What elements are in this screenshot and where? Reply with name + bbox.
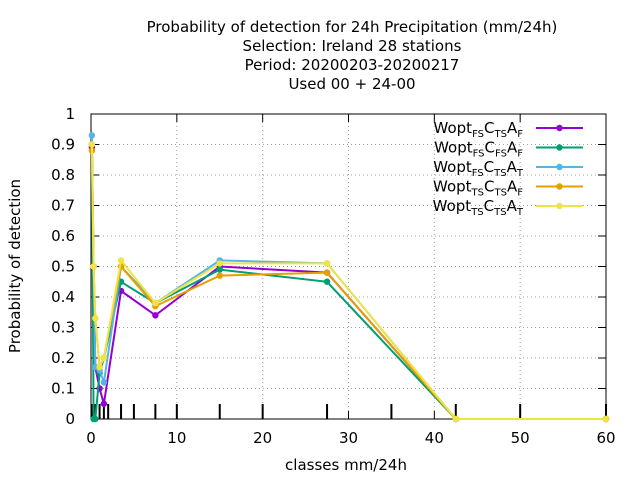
y-tick-label: 0.4 (51, 288, 75, 306)
legend-label: WoptTSCTSAF (433, 178, 523, 199)
data-point (216, 266, 223, 273)
data-point (92, 315, 99, 322)
data-point (602, 415, 610, 423)
data-point (152, 299, 159, 307)
x-tick-label: 20 (253, 429, 272, 447)
x-tick-label: 40 (425, 429, 444, 447)
y-tick-label: 0.7 (51, 197, 75, 215)
chart-title-line-4: Used 00 + 24-00 (288, 75, 415, 93)
legend: WoptFSCTSAFWoptFSCFSAFWoptFSCTSATWoptTSC… (433, 119, 583, 218)
tick-labels: 00.10.20.30.40.50.60.70.80.910 10 20 30 40 50… (51, 105, 615, 447)
x-axis-label: classes mm/24h (285, 456, 407, 474)
series-line (90, 135, 606, 420)
grid (91, 114, 606, 419)
data-point (216, 260, 223, 267)
legend-swatch-point (556, 144, 563, 151)
y-tick-label: 0.1 (51, 380, 75, 398)
y-tick-label: 0 (65, 410, 75, 428)
legend-label: WoptFSCTSAF (434, 119, 524, 140)
legend-swatch-point (556, 124, 563, 132)
x-tick-label: 10 (167, 429, 186, 447)
data-point (323, 260, 331, 267)
chart-title: Probability of detection for 24h Precipi… (147, 18, 558, 93)
data-point (88, 132, 96, 139)
y-tick-label: 1 (65, 105, 75, 123)
x-tick-label: 0 (86, 429, 96, 447)
series-5 (88, 141, 610, 423)
x-tick-label: 30 (339, 429, 358, 447)
legend-label: WoptFSCTSAT (433, 158, 524, 179)
chart-title-line-2: Selection: Ireland 28 stations (243, 37, 462, 55)
y-tick-label: 0.5 (51, 258, 75, 276)
data-point (452, 415, 459, 423)
x-tick-label: 50 (511, 429, 530, 447)
data-point (117, 257, 125, 264)
y-tick-label: 0.2 (51, 349, 75, 367)
chart-title-line-3: Period: 20200203-20200217 (245, 56, 460, 74)
data-point (100, 400, 108, 407)
legend-swatch-point (556, 163, 563, 171)
data-point (96, 363, 103, 371)
data-point (152, 312, 159, 319)
x-tick-label: 60 (596, 429, 615, 447)
legend-swatch-point (556, 202, 563, 210)
data-point (100, 379, 108, 386)
y-tick-label: 0.6 (51, 227, 75, 245)
y-tick-label: 0.3 (51, 319, 75, 337)
series-2 (88, 141, 610, 423)
y-tick-label: 0.8 (51, 166, 75, 184)
series-line (90, 144, 606, 420)
data-point (88, 141, 96, 148)
series-line (90, 144, 606, 420)
y-tick-label: 0.9 (51, 136, 75, 154)
data-point (92, 415, 99, 423)
y-axis-label: Probability of detection (6, 179, 24, 353)
data-point (323, 278, 331, 285)
data-point (323, 269, 331, 276)
legend-label: WoptFSCFSAF (434, 139, 523, 160)
legend-swatch-point (556, 183, 563, 190)
series-4 (88, 147, 610, 423)
data-point (100, 354, 108, 362)
legend-label: WoptTSCTSAT (433, 197, 524, 218)
data-point (90, 263, 97, 270)
series-group (88, 132, 610, 423)
data-point (216, 272, 223, 279)
chart-title-line-1: Probability of detection for 24h Precipi… (147, 18, 558, 36)
